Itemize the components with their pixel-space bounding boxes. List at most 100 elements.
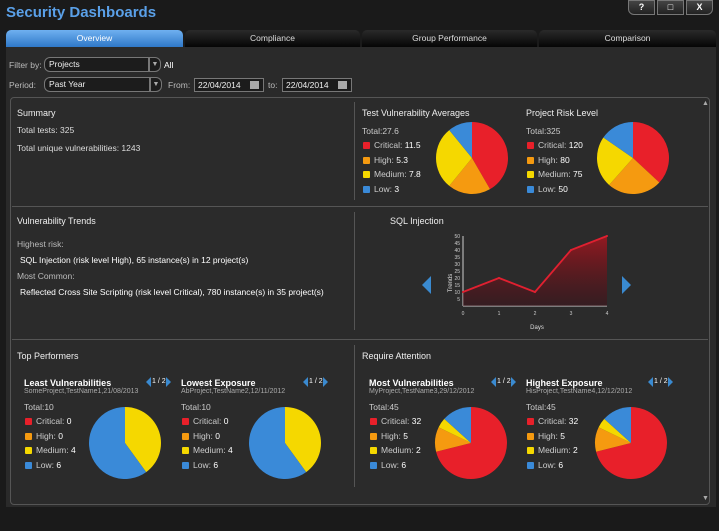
top-performers-title: Top Performers <box>17 351 79 361</box>
legend-low: Low: 6 <box>25 460 61 470</box>
critical-swatch <box>25 418 32 425</box>
legend-label: Critical: <box>193 416 222 426</box>
divider <box>354 345 355 487</box>
scroll-down-icon[interactable]: ▼ <box>702 495 709 502</box>
help-button[interactable]: ? <box>628 0 655 15</box>
calendar-icon[interactable] <box>250 81 259 89</box>
legend-medium: Medium: 2 <box>527 445 578 455</box>
card-subtitle: SomeProject,TestName1,21/08/2013 <box>24 388 139 395</box>
period-select[interactable]: Past Year <box>44 77 150 92</box>
pager-label: 1 / 2 <box>309 378 323 385</box>
pager-next-icon[interactable] <box>166 377 171 387</box>
legend-value: 0 <box>223 416 229 426</box>
chart-prev-arrow-icon[interactable] <box>422 276 431 294</box>
pager-next-icon[interactable] <box>668 377 673 387</box>
card-subtitle: AbProject,TestName2,12/11/2012 <box>181 388 286 395</box>
legend-critical: Critical: 120 <box>527 140 583 150</box>
legend-value: 50 <box>558 183 568 194</box>
highest-risk-text: SQL Injection (risk level High), 65 inst… <box>20 255 249 265</box>
trend-point <box>498 277 500 279</box>
legend-value: 75 <box>572 169 583 179</box>
legend-label: Medium: <box>381 445 414 455</box>
to-date-input[interactable]: 22/04/2014 <box>282 78 352 92</box>
legend-label: Low: <box>36 459 54 470</box>
maximize-button[interactable]: □ <box>657 0 684 15</box>
y-tick-label: 40 <box>454 248 460 254</box>
tab-compliance[interactable]: Compliance <box>185 30 360 47</box>
legend-label: High: <box>538 154 558 165</box>
legend-medium: Medium: 4 <box>25 445 76 455</box>
legend-value: 0 <box>58 430 63 441</box>
card-title: Lowest Exposure <box>181 378 256 388</box>
low-swatch <box>25 461 32 469</box>
legend-label: Medium: <box>374 169 407 179</box>
tab-group-performance[interactable]: Group Performance <box>362 30 537 47</box>
pager-prev-icon[interactable] <box>303 377 308 387</box>
medium-swatch <box>370 447 377 454</box>
pager-prev-icon[interactable] <box>491 377 496 387</box>
pager-next-icon[interactable] <box>511 377 516 387</box>
legend-label: Medium: <box>36 445 69 455</box>
legend-high: High: 5.3 <box>363 155 408 165</box>
y-tick-label: 30 <box>454 262 460 268</box>
high-swatch <box>182 432 189 440</box>
tab-overview[interactable]: Overview <box>6 30 183 47</box>
legend-value: 6 <box>401 459 407 470</box>
legend-value: 6 <box>56 459 62 470</box>
trends-title: Vulnerability Trends <box>17 216 96 226</box>
legend-label: Critical: <box>374 140 403 150</box>
card-subtitle: MyProject,TestName3,29/12/2012 <box>369 388 475 395</box>
pie-slice-critical <box>633 122 670 183</box>
divider <box>354 212 355 330</box>
legend-critical: Critical: 32 <box>370 416 421 426</box>
app-title: Security Dashboards <box>6 4 157 21</box>
most-common-text: Reflected Cross Site Scripting (risk lev… <box>20 287 324 297</box>
pie-slice-low <box>444 407 471 443</box>
pie-total: Total:325 <box>526 126 561 136</box>
pie-total: Total:27.6 <box>362 126 399 136</box>
period-dropdown-arrow[interactable]: ▼ <box>150 77 162 92</box>
low-swatch <box>370 461 377 469</box>
pie-slice-low <box>604 407 631 443</box>
pie-slice-medium <box>435 130 472 186</box>
x-axis-label: Days <box>530 325 544 331</box>
calendar-icon[interactable] <box>338 81 347 89</box>
tab-comparison[interactable]: Comparison <box>539 30 716 47</box>
pie-chart <box>248 407 321 479</box>
legend-label: Low: <box>193 459 211 470</box>
legend-value: 32 <box>568 416 579 426</box>
legend-medium: Medium: 4 <box>182 445 233 455</box>
pager-prev-icon[interactable] <box>146 377 151 387</box>
legend-label: Medium: <box>538 169 571 179</box>
pager-label: 1 / 2 <box>654 378 668 385</box>
trend-point <box>534 291 536 293</box>
highest-risk-label: Highest risk: <box>17 239 64 249</box>
pie-total: Total:45 <box>369 402 399 412</box>
chart-next-arrow-icon[interactable] <box>622 276 631 294</box>
legend-value: 2 <box>572 445 578 455</box>
legend-label: Low: <box>381 459 399 470</box>
medium-swatch <box>25 447 32 454</box>
legend-value: 5 <box>403 430 408 441</box>
close-button[interactable]: X <box>686 0 713 15</box>
trend-point <box>570 249 572 251</box>
legend-high: High: 0 <box>25 431 63 441</box>
pager-prev-icon[interactable] <box>648 377 653 387</box>
y-tick-label: 15 <box>454 283 460 289</box>
from-date-input[interactable]: 22/04/2014 <box>194 78 264 92</box>
require-attention-title: Require Attention <box>362 351 432 361</box>
pager-next-icon[interactable] <box>323 377 328 387</box>
filter-dropdown-arrow[interactable]: ▼ <box>149 57 161 72</box>
legend-high: High: 0 <box>182 431 220 441</box>
from-label: From: <box>168 80 191 90</box>
pie-slice-medium <box>125 407 161 473</box>
scroll-up-icon[interactable]: ▲ <box>702 100 709 107</box>
critical-swatch <box>363 142 370 149</box>
high-swatch <box>370 432 377 440</box>
filter-select[interactable]: Projects <box>44 57 149 72</box>
legend-critical: Critical: 32 <box>527 416 578 426</box>
high-swatch <box>25 432 32 440</box>
legend-value: 2 <box>415 445 421 455</box>
pie-title: Test Vulnerability Averages <box>362 108 470 118</box>
